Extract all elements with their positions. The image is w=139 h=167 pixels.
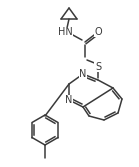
- Text: N: N: [65, 95, 73, 105]
- Text: HN: HN: [58, 27, 72, 37]
- Text: S: S: [95, 62, 101, 72]
- Text: O: O: [94, 27, 102, 37]
- Text: N: N: [79, 69, 87, 79]
